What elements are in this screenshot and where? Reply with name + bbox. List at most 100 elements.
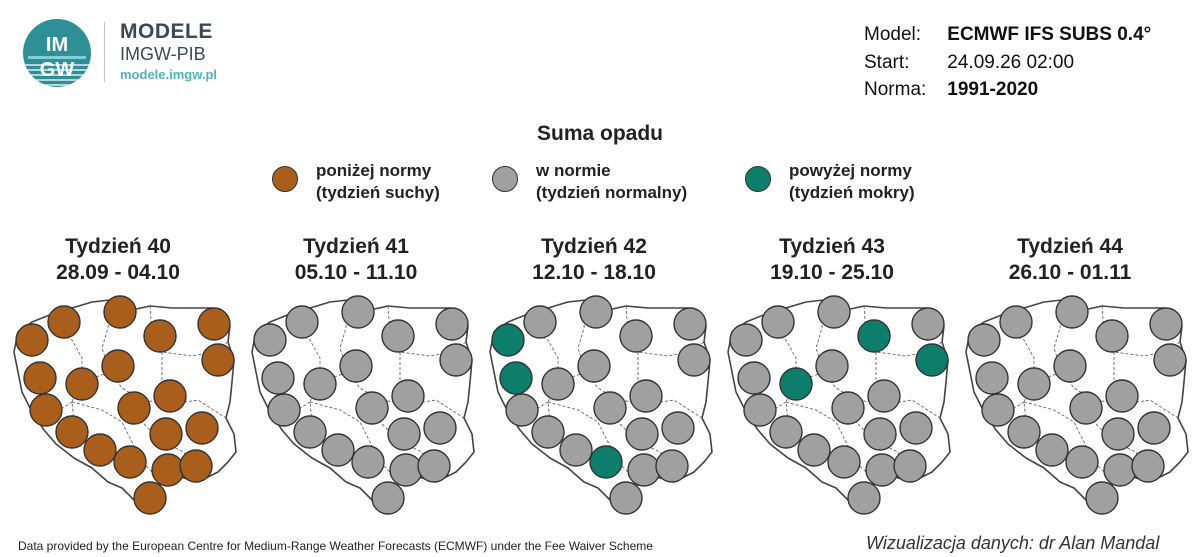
station-marker-normal xyxy=(523,305,557,339)
region-border xyxy=(1023,401,1115,483)
legend-text-above: powyżej normy (tydzień mokry) xyxy=(789,160,915,204)
station-marker-normal xyxy=(417,449,451,483)
week-44-map xyxy=(965,295,1189,515)
station-marker-normal xyxy=(729,323,763,357)
region-border xyxy=(815,299,941,419)
station-marker-normal xyxy=(1007,415,1041,449)
week-43-map xyxy=(727,295,951,515)
region-border xyxy=(547,401,639,483)
station-marker-below xyxy=(103,295,137,329)
legend-dot-above xyxy=(745,166,771,192)
station-marker-below xyxy=(29,393,63,427)
legend-dot-normal xyxy=(492,166,518,192)
station-marker-below xyxy=(197,307,231,341)
imgw-logo: IM GW xyxy=(23,19,91,87)
station-marker-below xyxy=(201,343,235,377)
station-marker-below xyxy=(23,361,57,395)
week-44-label: Tydzień 44 xyxy=(1017,235,1123,258)
legend-above-line2: (tydzień mokry) xyxy=(789,183,915,202)
station-marker-normal xyxy=(815,349,849,383)
station-marker-normal xyxy=(391,379,425,413)
region-border xyxy=(1053,299,1179,419)
station-marker-normal xyxy=(1069,391,1103,425)
station-marker-above xyxy=(779,367,813,401)
station-marker-normal xyxy=(387,417,421,451)
station-marker-below xyxy=(65,367,99,401)
station-marker-normal xyxy=(559,433,593,467)
station-marker-normal xyxy=(341,295,375,329)
region-border xyxy=(309,401,401,483)
station-marker-normal xyxy=(1095,319,1129,353)
station-marker-normal xyxy=(893,449,927,483)
station-marker-normal xyxy=(541,367,575,401)
legend-normal-line1: w normie xyxy=(536,161,611,180)
legend-text-below: poniżej normy (tydzień suchy) xyxy=(316,160,440,204)
station-marker-normal xyxy=(981,393,1015,427)
footer-visualization-credit: Wizualizacja danych: dr Alan Mandal xyxy=(866,533,1160,553)
station-marker-normal xyxy=(261,361,295,395)
week-42-map xyxy=(489,295,713,515)
station-marker-normal xyxy=(677,343,711,377)
week-42-label: Tydzień 42 xyxy=(541,235,647,258)
footer-data-credit: Data provided by the European Centre for… xyxy=(18,539,653,553)
station-marker-normal xyxy=(435,307,469,341)
station-marker-normal xyxy=(1055,295,1089,329)
station-marker-normal xyxy=(285,305,319,339)
station-marker-below xyxy=(117,391,151,425)
week-42-title: Tydzień 42 12.10 - 18.10 xyxy=(474,234,714,286)
logo-text-top: IM xyxy=(46,34,68,56)
model-label: Model: xyxy=(864,24,922,45)
station-marker-normal xyxy=(351,445,385,479)
norm-label: Norma: xyxy=(864,79,927,100)
station-marker-normal xyxy=(1101,417,1135,451)
station-marker-normal xyxy=(339,349,373,383)
station-marker-below xyxy=(151,453,185,487)
station-marker-normal xyxy=(1131,449,1165,483)
region-border xyxy=(577,299,703,419)
station-marker-normal xyxy=(769,415,803,449)
brand-title: MODELE xyxy=(120,20,213,43)
station-marker-below xyxy=(55,415,89,449)
station-marker-normal xyxy=(1017,367,1051,401)
station-marker-normal xyxy=(797,433,831,467)
station-marker-normal xyxy=(655,449,689,483)
station-marker-normal xyxy=(847,481,881,515)
week-40-title: Tydzień 40 28.09 - 04.10 xyxy=(0,234,238,286)
brand-subtitle: IMGW-PIB xyxy=(120,44,206,64)
start-value: 24.09.26 02:00 xyxy=(947,52,1075,73)
brand-url-link[interactable]: modele.imgw.pl xyxy=(120,67,218,82)
station-marker-normal xyxy=(899,411,933,445)
station-marker-below xyxy=(133,481,167,515)
week-43-dates: 19.10 - 25.10 xyxy=(770,261,894,284)
week-42-dates: 12.10 - 18.10 xyxy=(532,261,656,284)
station-marker-below xyxy=(15,323,49,357)
station-marker-normal xyxy=(743,393,777,427)
week-41-map xyxy=(251,295,475,515)
week-41-title: Tydzień 41 05.10 - 11.10 xyxy=(236,234,476,286)
station-marker-normal xyxy=(1103,453,1137,487)
station-marker-normal xyxy=(737,361,771,395)
station-marker-normal xyxy=(293,415,327,449)
station-marker-normal xyxy=(1065,445,1099,479)
week-43-label: Tydzień 43 xyxy=(779,235,885,258)
legend-title: Suma opadu xyxy=(536,122,663,145)
station-marker-normal xyxy=(817,295,851,329)
station-marker-below xyxy=(179,449,213,483)
station-marker-normal xyxy=(505,393,539,427)
week-44-dates: 26.10 - 01.11 xyxy=(1008,261,1132,284)
station-marker-normal xyxy=(629,379,663,413)
station-marker-normal xyxy=(577,349,611,383)
station-marker-normal xyxy=(625,417,659,451)
station-marker-normal xyxy=(267,393,301,427)
station-marker-above xyxy=(499,361,533,395)
station-marker-normal xyxy=(1085,481,1119,515)
station-marker-normal xyxy=(619,319,653,353)
station-marker-normal xyxy=(673,307,707,341)
station-marker-normal xyxy=(1053,349,1087,383)
station-marker-normal xyxy=(423,411,457,445)
station-marker-normal xyxy=(253,323,287,357)
logo-text-bottom: GW xyxy=(40,59,75,81)
week-40-map xyxy=(13,295,237,515)
station-marker-above xyxy=(857,319,891,353)
station-marker-normal xyxy=(439,343,473,377)
